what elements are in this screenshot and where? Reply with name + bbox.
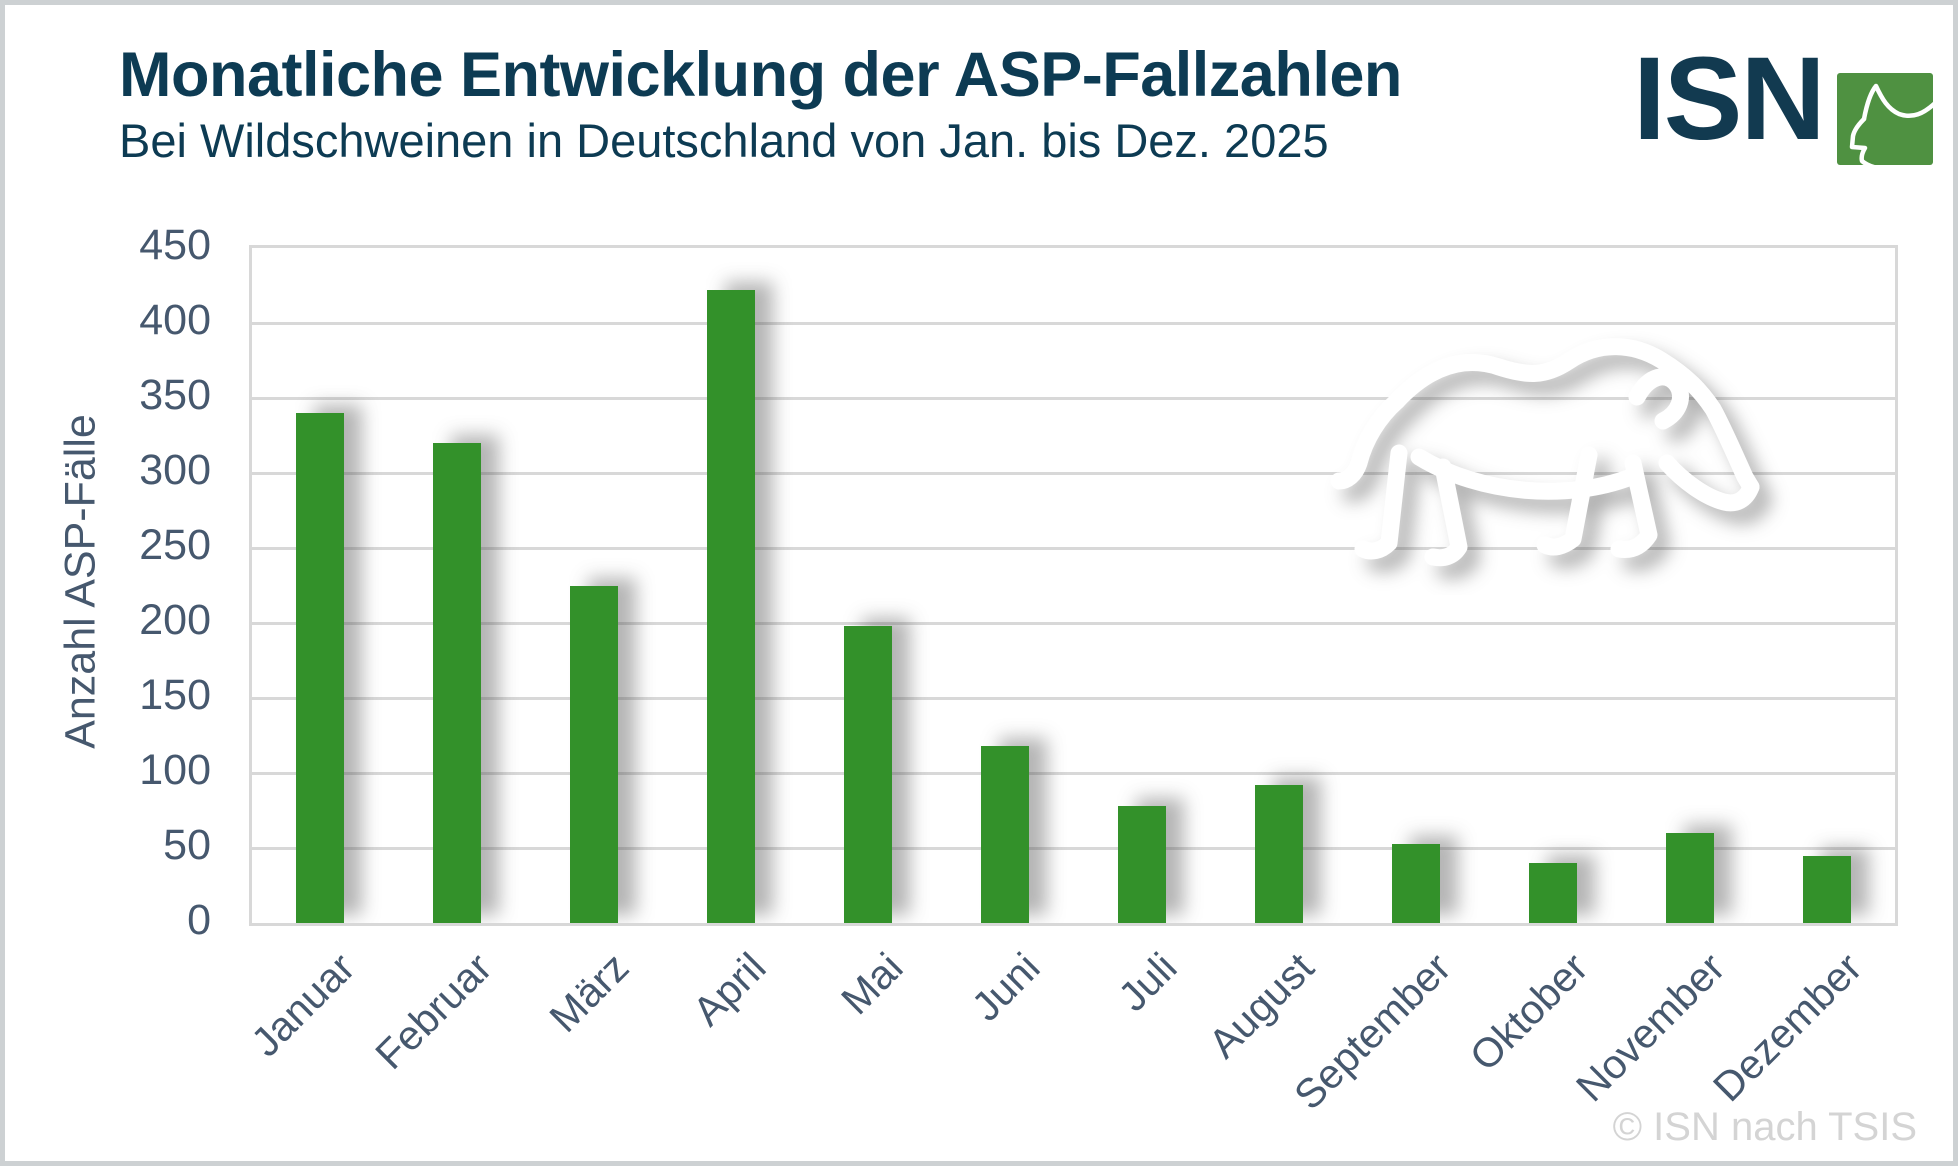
isn-logo-square: [1837, 73, 1937, 175]
gridline-350: [252, 396, 1895, 400]
bar-september: [1391, 843, 1440, 923]
bar-märz: [570, 585, 619, 923]
gridline-400: [252, 321, 1895, 325]
y-axis-title: Anzahl ASP-Fälle: [56, 413, 105, 749]
y-tick-label-150: 150: [139, 671, 211, 719]
bar-februar: [433, 443, 482, 923]
y-tick-label-50: 50: [163, 821, 211, 869]
y-tick-label-400: 400: [139, 296, 211, 344]
plot-area: [249, 245, 1898, 926]
bar-oktober: [1528, 863, 1577, 923]
bar-april: [707, 290, 756, 923]
pig-outline-icon: [1849, 83, 1937, 175]
bar-dezember: [1802, 855, 1851, 923]
gridline-250: [252, 546, 1895, 550]
gridline-50: [252, 846, 1895, 850]
y-tick-label-0: 0: [187, 896, 211, 944]
y-tick-label-450: 450: [139, 221, 211, 269]
gridline-300: [252, 471, 1895, 475]
gridline-100: [252, 771, 1895, 775]
bar-august: [1254, 785, 1303, 923]
y-tick-label-200: 200: [139, 596, 211, 644]
wild-boar-watermark-icon: [1301, 305, 1836, 600]
y-tick-label-300: 300: [139, 446, 211, 494]
bar-mai: [844, 626, 893, 923]
y-tick-label-100: 100: [139, 746, 211, 794]
bar-juli: [1117, 806, 1166, 923]
gridline-150: [252, 696, 1895, 700]
gridline-200: [252, 621, 1895, 625]
y-tick-label-350: 350: [139, 371, 211, 419]
isn-logo-text: ISN: [1633, 33, 1826, 165]
y-tick-label-250: 250: [139, 521, 211, 569]
chart-title: Monatliche Entwicklung der ASP-Fallzahle…: [119, 40, 1402, 110]
isn-logo: ISN: [1625, 33, 1937, 175]
source-credit: © ISN nach TSIS: [1612, 1105, 1917, 1149]
bar-november: [1665, 833, 1714, 923]
chart-subtitle: Bei Wildschweinen in Deutschland von Jan…: [119, 114, 1329, 167]
bar-juni: [981, 746, 1030, 923]
bar-januar: [296, 413, 345, 923]
